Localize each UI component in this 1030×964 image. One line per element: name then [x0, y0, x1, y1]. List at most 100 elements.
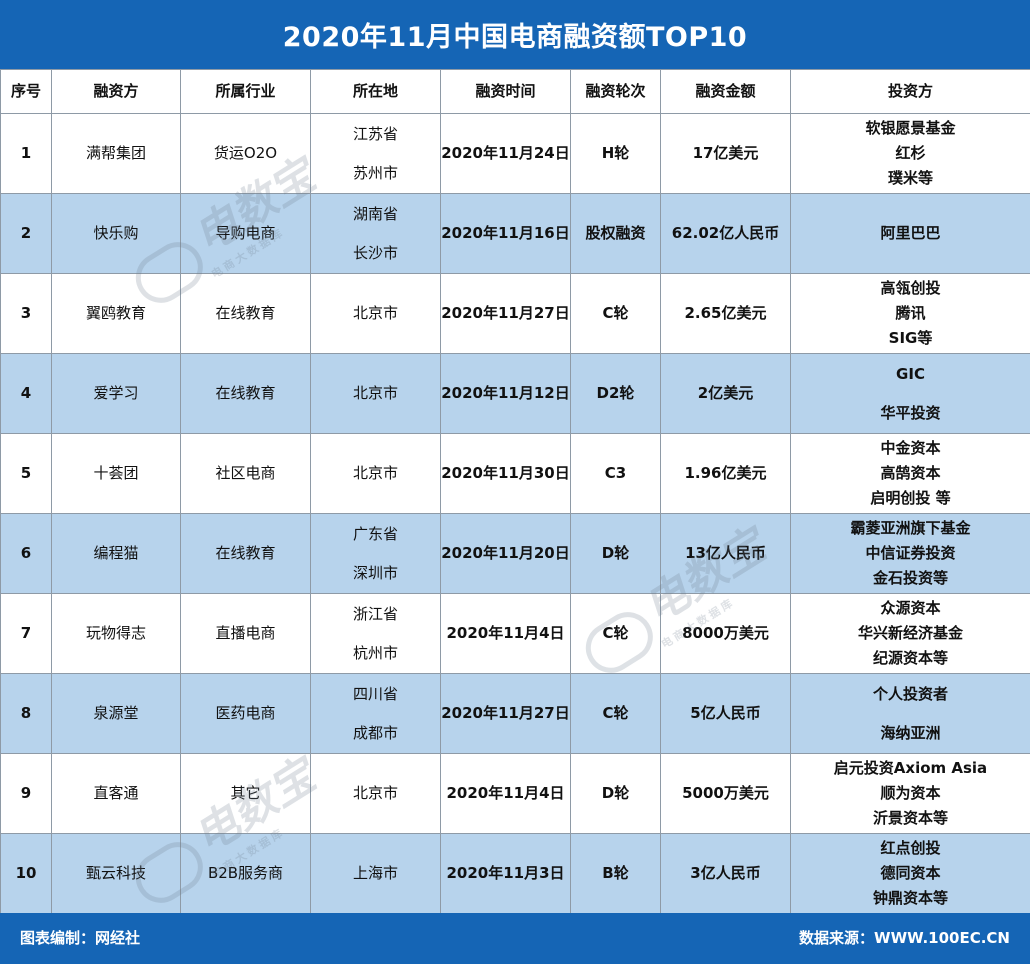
cell-location-line: 四川省 — [352, 684, 398, 703]
cell-investors: 阿里巴巴 — [790, 193, 1030, 274]
cell-round: C3 — [570, 433, 661, 514]
cell-investors: 个人投资者 海纳亚洲 — [790, 673, 1030, 754]
cell-company: 甄云科技 — [51, 833, 181, 914]
financing-table: 序号 融资方 所属行业 所在地 融资时间 融资轮次 融资金额 投资方 1 满帮集团… — [0, 69, 1030, 914]
table-row: 1 满帮集团 货运O2O 江苏省 苏州市 2020年11月24日 H轮 17亿美元 软银愿景基金… — [0, 113, 1030, 194]
header-amount: 融资金额 — [660, 69, 791, 114]
cell-investors-line: 华兴新经济基金 — [857, 624, 963, 642]
cell-investors-line: 璞米等 — [887, 169, 933, 187]
cell-amount: 5000万美元 — [660, 753, 791, 834]
table-row: 2 快乐购 导购电商 湖南省 长沙市 2020年11月16日 股权融资 62.02亿人民币 阿里… — [0, 193, 1030, 274]
cell-location-line: 湖南省 — [352, 204, 398, 223]
cell-investors-line: 个人投资者 — [872, 684, 948, 703]
cell-location: 北京市 — [310, 353, 441, 434]
cell-industry: 导购电商 — [180, 193, 311, 274]
cell-company: 编程猫 — [51, 513, 181, 594]
cell-company: 快乐购 — [51, 193, 181, 274]
cell-investors-line: 众源资本 — [880, 599, 941, 617]
cell-investors-line: 红杉 — [895, 144, 926, 162]
cell-investors: 霸菱亚洲旗下基金 中信证券投资 金石投资等 — [790, 513, 1030, 594]
cell-no: 9 — [0, 753, 52, 834]
cell-investors-line: 中信证券投资 — [865, 544, 956, 562]
cell-amount: 8000万美元 — [660, 593, 791, 674]
cell-company: 玩物得志 — [51, 593, 181, 674]
cell-investors-line: 金石投资等 — [872, 569, 948, 587]
cell-investors: GIC 华平投资 — [790, 353, 1030, 434]
footer: 图表编制：网经社 数据来源：WWW.100EC.CN — [0, 913, 1030, 964]
cell-investors: 红点创投 德同资本 钟鼎资本等 — [790, 833, 1030, 914]
cell-industry: 货运O2O — [180, 113, 311, 194]
cell-investors-line: 顺为资本 — [880, 784, 941, 802]
cell-date: 2020年11月16日 — [440, 193, 571, 274]
cell-investors-line: 沂景资本等 — [872, 809, 948, 827]
cell-location-line: 浙江省 — [352, 604, 398, 623]
cell-investors-line: 海纳亚洲 — [880, 723, 941, 742]
cell-no: 1 — [0, 113, 52, 194]
cell-location: 北京市 — [310, 433, 441, 514]
cell-investors-line: 软银愿景基金 — [865, 119, 956, 137]
cell-investors-line: 腾讯 — [895, 304, 926, 322]
cell-industry: 在线教育 — [180, 353, 311, 434]
cell-no: 6 — [0, 513, 52, 594]
cell-industry: 在线教育 — [180, 513, 311, 594]
cell-investors-line: GIC — [896, 364, 925, 383]
cell-location-line: 长沙市 — [352, 243, 398, 262]
table-row: 5 十荟团 社区电商 北京市 2020年11月30日 C3 1.96亿美元 中金资本 高鹄资本启… — [0, 433, 1030, 514]
cell-date: 2020年11月27日 — [440, 673, 571, 754]
cell-date: 2020年11月30日 — [440, 433, 571, 514]
cell-location: 四川省 成都市 — [310, 673, 441, 754]
cell-investors-line: 高瓴创投 — [880, 279, 941, 297]
cell-no: 5 — [0, 433, 52, 514]
header-location: 所在地 — [310, 69, 441, 114]
cell-investors: 软银愿景基金 红杉璞米等 — [790, 113, 1030, 194]
cell-location: 上海市 — [310, 833, 441, 914]
table-row: 10 甄云科技 B2B服务商 上海市 2020年11月3日 B轮 3亿人民币 红点创投 德同资本… — [0, 833, 1030, 914]
cell-investors-line: 霸菱亚洲旗下基金 — [850, 519, 971, 537]
cell-no: 10 — [0, 833, 52, 914]
table-row: 4 爱学习 在线教育 北京市 2020年11月12日 D2轮 2亿美元 GIC 华平投资 — [0, 353, 1030, 434]
cell-round: D轮 — [570, 753, 661, 834]
cell-no: 7 — [0, 593, 52, 674]
cell-location: 北京市 — [310, 273, 441, 354]
cell-investors-line: 德同资本 — [880, 864, 941, 882]
cell-round: D2轮 — [570, 353, 661, 434]
cell-company: 满帮集团 — [51, 113, 181, 194]
header-company: 融资方 — [51, 69, 181, 114]
cell-industry: 直播电商 — [180, 593, 311, 674]
cell-company: 直客通 — [51, 753, 181, 834]
table-row: 8 泉源堂 医药电商 四川省 成都市 2020年11月27日 C轮 5亿人民币 个人投资者 海纳亚… — [0, 673, 1030, 754]
cell-date: 2020年11月27日 — [440, 273, 571, 354]
cell-location-line: 北京市 — [352, 464, 398, 482]
cell-location-line: 北京市 — [352, 304, 398, 322]
header-round: 融资轮次 — [570, 69, 661, 114]
cell-location-line: 江苏省 — [352, 124, 398, 143]
cell-date: 2020年11月12日 — [440, 353, 571, 434]
cell-amount: 3亿人民币 — [660, 833, 791, 914]
cell-industry: 医药电商 — [180, 673, 311, 754]
cell-date: 2020年11月4日 — [440, 753, 571, 834]
cell-industry: B2B服务商 — [180, 833, 311, 914]
cell-location-line: 北京市 — [352, 384, 398, 402]
cell-no: 8 — [0, 673, 52, 754]
header-date: 融资时间 — [440, 69, 571, 114]
cell-company: 爱学习 — [51, 353, 181, 434]
footer-source: 数据来源：WWW.100EC.CN — [799, 929, 1010, 947]
cell-investors: 启元投资Axiom Asia 顺为资本沂景资本等 — [790, 753, 1030, 834]
table-header-row: 序号 融资方 所属行业 所在地 融资时间 融资轮次 融资金额 投资方 — [0, 69, 1030, 114]
cell-location-line: 上海市 — [352, 864, 398, 882]
cell-amount: 17亿美元 — [660, 113, 791, 194]
cell-date: 2020年11月3日 — [440, 833, 571, 914]
header-industry: 所属行业 — [180, 69, 311, 114]
cell-investors-line: 启元投资Axiom Asia — [833, 759, 988, 777]
cell-date: 2020年11月4日 — [440, 593, 571, 674]
cell-round: C轮 — [570, 593, 661, 674]
cell-investors-line: 高鹄资本 — [880, 464, 941, 482]
cell-date: 2020年11月24日 — [440, 113, 571, 194]
page-title: 2020年11月中国电商融资额TOP10 — [0, 0, 1030, 69]
cell-amount: 2.65亿美元 — [660, 273, 791, 354]
cell-amount: 1.96亿美元 — [660, 433, 791, 514]
table-row: 6 编程猫 在线教育 广东省 深圳市 2020年11月20日 D轮 13亿人民币 霸菱亚洲旗下基… — [0, 513, 1030, 594]
header-investors: 投资方 — [790, 69, 1030, 114]
cell-location-line: 杭州市 — [352, 643, 398, 662]
